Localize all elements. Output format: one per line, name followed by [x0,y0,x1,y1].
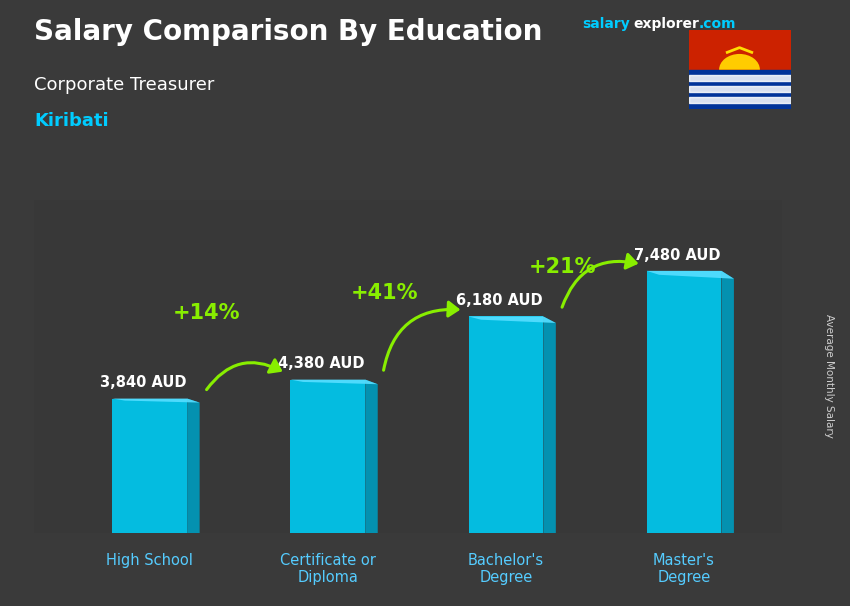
Polygon shape [647,271,734,279]
Polygon shape [366,379,377,536]
Text: +41%: +41% [351,283,418,304]
Text: Corporate Treasurer: Corporate Treasurer [34,76,214,94]
Text: 4,380 AUD: 4,380 AUD [278,356,365,371]
Polygon shape [468,316,556,323]
FancyArrowPatch shape [562,255,636,307]
Text: 7,480 AUD: 7,480 AUD [634,247,721,262]
Polygon shape [543,316,556,536]
Wedge shape [719,54,760,70]
Text: +21%: +21% [530,256,597,277]
FancyArrowPatch shape [207,360,280,390]
Text: +14%: +14% [173,303,241,324]
Polygon shape [722,271,734,537]
Polygon shape [112,399,187,533]
Polygon shape [647,271,722,533]
Bar [688,75,790,81]
Polygon shape [291,379,366,533]
Bar [688,98,790,103]
Text: explorer: explorer [633,17,699,31]
Polygon shape [291,379,377,384]
Text: Kiribati: Kiribati [34,112,109,130]
Polygon shape [468,316,543,533]
Text: salary: salary [582,17,630,31]
Bar [688,86,790,92]
Polygon shape [112,399,200,402]
FancyArrowPatch shape [383,302,458,370]
Text: 3,840 AUD: 3,840 AUD [100,375,186,390]
Text: Salary Comparison By Education: Salary Comparison By Education [34,18,542,46]
Bar [688,30,790,70]
Polygon shape [187,399,200,535]
Bar [688,70,790,109]
Text: 6,180 AUD: 6,180 AUD [456,293,542,308]
Text: .com: .com [699,17,736,31]
Text: Average Monthly Salary: Average Monthly Salary [824,314,834,438]
